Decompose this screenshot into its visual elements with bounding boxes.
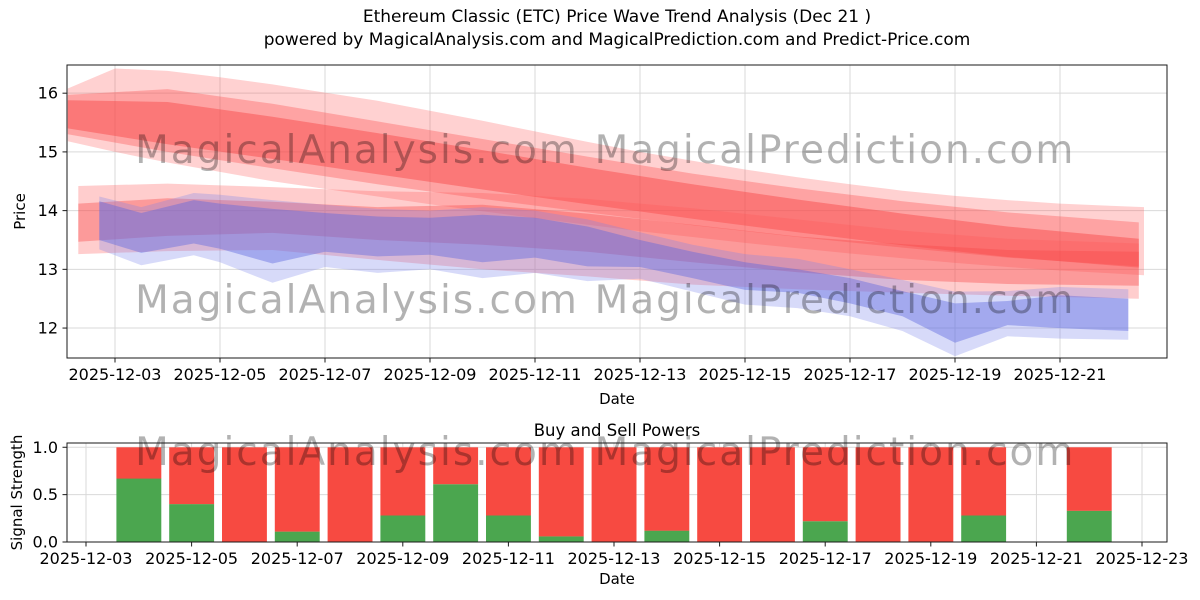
band-blue-core [99, 200, 1129, 343]
sell-power-bar [750, 447, 795, 542]
sell-power-bar [433, 447, 479, 485]
signal-bars [116, 447, 1112, 542]
x-tick-label: 2025-12-13 [594, 365, 687, 384]
buy-power-bar [169, 504, 215, 542]
x-tick-label: 2025-12-05 [145, 549, 238, 568]
sell-power-bar [697, 447, 743, 542]
buy-power-bar [116, 478, 162, 542]
sell-power-bar [855, 447, 901, 542]
y-axis-label: Price [11, 193, 29, 230]
y-tick-label: 1.0 [33, 438, 58, 457]
gridlines [67, 65, 1167, 358]
plot-border [66, 64, 1168, 359]
sell-power-bar [327, 447, 373, 542]
x-tick-label: 2025-12-11 [462, 549, 555, 568]
buy-power-bar [274, 531, 320, 542]
band-red-lower-inner [78, 198, 1139, 286]
x-tick-label: 2025-12-09 [384, 365, 477, 384]
figure-titles: Ethereum Classic (ETC) Price Wave Trend … [67, 6, 1167, 52]
sell-power-bar [222, 447, 267, 542]
sell-power-bar [380, 447, 426, 516]
watermark-text: MagicalPrediction.com [595, 430, 1076, 475]
plot-border [66, 442, 1168, 543]
y-tick-label: 14 [38, 201, 58, 220]
band-red-fan-mid [67, 89, 1139, 267]
x-tick-label: 2025-12-19 [909, 365, 1002, 384]
band-red-fan-core [67, 100, 1139, 268]
x-tick-label: 2025-12-21 [990, 549, 1083, 568]
buy-power-bar [433, 484, 479, 542]
y-tick-label: 13 [38, 260, 58, 279]
sell-power-bar [538, 447, 584, 537]
x-tick-label: 2025-12-17 [804, 365, 897, 384]
watermark-text: MagicalAnalysis.com [135, 128, 579, 173]
buy-power-bar [538, 536, 584, 542]
subplot-title: Buy and Sell Powers [534, 421, 701, 440]
x-tick-label: 2025-12-03 [69, 365, 162, 384]
x-axis-label: Date [599, 570, 635, 588]
buy-sell-powers-chart: MagicalAnalysis.com MagicalPrediction.com… [8, 421, 1188, 588]
x-tick-label: 2025-12-15 [673, 549, 766, 568]
band-blue-outer [99, 193, 1129, 357]
sell-power-bar [961, 447, 1007, 516]
y-tick-label: 12 [38, 319, 58, 338]
buy-power-bar [1066, 510, 1112, 542]
axes-ticks: 2025-12-03 2025-12-05 2025-12-07 2025-12-09… [33, 438, 1189, 568]
x-tick-label: 2025-12-07 [279, 365, 372, 384]
watermark-text: MagicalPrediction.com [595, 278, 1076, 323]
x-tick-label: 2025-12-17 [779, 549, 872, 568]
sell-power-bar [644, 447, 690, 531]
sell-power-bar [169, 447, 215, 505]
y-tick-label: 0.5 [33, 485, 58, 504]
y-tick-label: 0.0 [33, 533, 58, 552]
axes-ticks: 2025-12-03 2025-12-05 2025-12-07 2025-12-09… [38, 84, 1107, 384]
sell-power-bar [486, 447, 531, 516]
buy-power-bar [486, 515, 531, 542]
x-tick-label: 2025-12-21 [1014, 365, 1107, 384]
buy-power-bar [380, 515, 426, 542]
y-tick-label: 16 [38, 84, 58, 103]
sell-power-bar [1066, 447, 1112, 511]
sell-power-bar [116, 447, 162, 479]
wave-bands [67, 68, 1144, 357]
buy-power-bar [802, 521, 848, 542]
chart-subtitle: powered by MagicalAnalysis.com and Magic… [263, 30, 971, 50]
sell-power-bar [274, 447, 320, 532]
x-tick-label: 2025-12-15 [699, 365, 792, 384]
x-tick-label: 2025-12-05 [174, 365, 267, 384]
watermark-text: MagicalAnalysis.com [135, 430, 579, 475]
band-red-lower-outer [78, 183, 1139, 299]
x-tick-label: 2025-12-13 [568, 549, 661, 568]
watermark-text: MagicalPrediction.com [595, 128, 1076, 173]
sell-power-bar [908, 447, 954, 542]
y-axis-label: Signal Strength [8, 435, 26, 551]
buy-power-bar [644, 530, 690, 542]
x-tick-label: 2025-12-09 [356, 549, 449, 568]
y-tick-label: 15 [38, 142, 58, 161]
band-red-fan-outer [67, 68, 1144, 276]
sell-power-bar [802, 447, 848, 522]
x-tick-label: 2025-12-07 [251, 549, 344, 568]
watermark-text: MagicalAnalysis.com [135, 278, 579, 323]
buy-power-bar [961, 515, 1007, 542]
x-tick-label: 2025-12-23 [1096, 549, 1189, 568]
x-tick-label: 2025-12-11 [489, 365, 582, 384]
price-wave-chart: MagicalAnalysis.com MagicalPrediction.com… [11, 64, 1168, 408]
x-axis-label: Date [599, 390, 635, 408]
chart-title: Ethereum Classic (ETC) Price Wave Trend … [362, 7, 872, 27]
sell-power-bar [591, 447, 637, 542]
x-tick-label: 2025-12-03 [40, 549, 133, 568]
x-tick-label: 2025-12-19 [884, 549, 977, 568]
